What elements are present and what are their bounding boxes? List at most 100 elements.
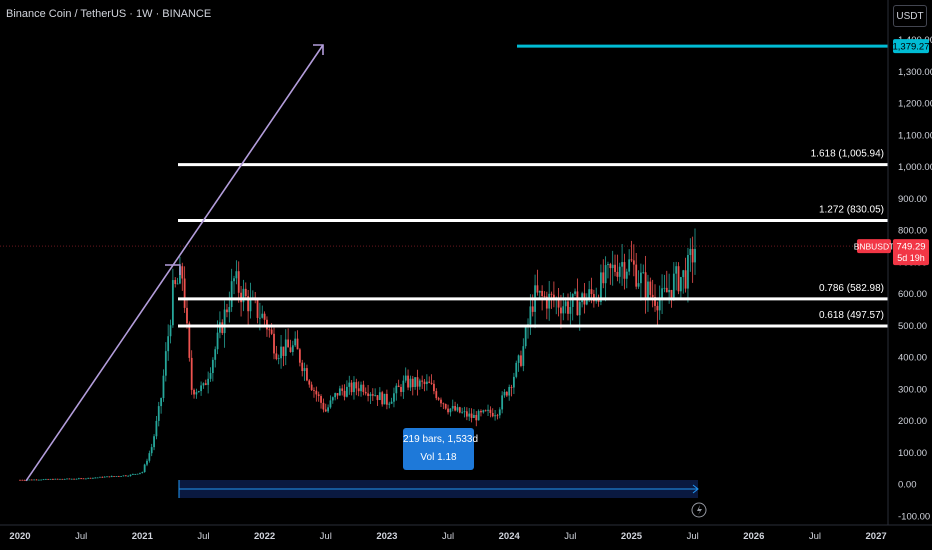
candle-body (315, 390, 318, 395)
candle-body (665, 287, 668, 293)
candle-body (160, 398, 163, 407)
candle-body (120, 476, 123, 477)
candle-body (571, 293, 574, 307)
candle-body (360, 384, 362, 392)
candle-body (482, 410, 485, 413)
symbol-tag-text: BNBUSDT (854, 242, 895, 252)
candles-layer (19, 228, 696, 481)
candle-body (338, 388, 341, 396)
candle-body (35, 479, 38, 481)
candle-body (341, 388, 344, 391)
currency-button[interactable]: USDT (893, 5, 927, 27)
candle-body (143, 464, 146, 473)
candle-body (75, 478, 78, 480)
candle-body (162, 375, 165, 399)
time-tick-label: 2022 (254, 531, 275, 542)
candle-body (567, 301, 569, 314)
candle-body (621, 262, 623, 267)
candle-body (275, 353, 278, 360)
candle-body (195, 392, 198, 395)
candle-body (136, 473, 139, 475)
drawings-layer: 1.618 (1,005.94) 1.272 (830.05) 0.786 (582… (0, 44, 888, 518)
candle-body (237, 271, 240, 293)
candle-body (350, 382, 353, 393)
candle-body (209, 373, 212, 379)
price-tick-label: 1,300.00 (898, 67, 932, 78)
candle-body (47, 479, 50, 480)
candle-body (543, 296, 546, 297)
candle-body (270, 329, 273, 334)
candle-body (37, 479, 40, 481)
candle-body (336, 393, 339, 396)
candle-body (611, 264, 614, 269)
candle-body (489, 409, 492, 413)
candle-body (557, 299, 560, 308)
time-tick-label: Jul (75, 531, 87, 542)
price-tick-label: 900.00 (898, 194, 927, 205)
candle-body (188, 323, 191, 358)
candle-body (395, 385, 398, 394)
candle-body (510, 387, 513, 388)
candle-body (19, 479, 21, 481)
candle-body (642, 272, 645, 274)
candle-body (287, 339, 290, 348)
candle-body (649, 281, 652, 295)
candle-body (202, 383, 205, 386)
candle-body (256, 299, 259, 318)
candle-body (289, 347, 292, 353)
candle-body (324, 409, 327, 412)
time-axis[interactable]: 2020 Jul 2021 Jul 2022 Jul 2023 Jul 2024 Jul 2025 J… (0, 524, 932, 542)
candle-body (480, 410, 482, 413)
candle-body (129, 474, 132, 476)
candle-body (411, 378, 414, 388)
candle-body (576, 291, 579, 316)
candle-body (600, 272, 602, 302)
candle-body (397, 385, 400, 387)
candle-body (216, 332, 219, 350)
candle-body (21, 479, 24, 481)
candle-body (435, 391, 438, 399)
measure-vol-text: Vol 1.18 (420, 452, 457, 463)
candle-body (66, 478, 68, 480)
candle-body (468, 413, 471, 417)
candle-body (153, 436, 155, 448)
candle-body (54, 478, 57, 480)
candle-body (679, 277, 682, 292)
candle-body (470, 413, 473, 418)
candle-body (520, 355, 522, 366)
candle-body (536, 285, 539, 293)
time-tick-label: 2027 (866, 531, 887, 542)
candle-body (277, 358, 280, 360)
lightning-icon (691, 502, 707, 518)
candle-body (644, 272, 647, 299)
candle-body (388, 403, 391, 405)
time-tick-label: 2021 (132, 531, 154, 542)
candle-body (59, 478, 61, 480)
candle-body (193, 389, 195, 395)
price-axis[interactable]: 1,400.001,300.001,200.001,100.001,000.00… (854, 0, 932, 525)
candle-body (409, 378, 412, 388)
symbol-tag (857, 239, 891, 254)
trend-arrow-line (25, 44, 324, 482)
candle-body (176, 283, 179, 285)
candle-body (115, 476, 118, 477)
candle-body (447, 408, 449, 413)
candle-body (682, 270, 685, 278)
current-price-tag (893, 239, 929, 266)
candle-body (357, 388, 360, 392)
candle-body (503, 391, 506, 396)
candle-body (346, 386, 348, 397)
candle-body (181, 266, 184, 279)
candle-body (647, 281, 649, 299)
time-tick-label: 2026 (743, 531, 764, 542)
candle-body (322, 402, 325, 410)
candle-body (294, 338, 297, 346)
candle-body (418, 380, 421, 387)
candle-body (477, 410, 480, 421)
time-tick-label: 2024 (499, 531, 521, 542)
candle-body (49, 479, 52, 480)
fib-level-label: 0.786 (582.98) (819, 283, 884, 294)
candle-body (89, 477, 92, 479)
candle-body (23, 479, 26, 481)
candle-body (174, 280, 177, 284)
